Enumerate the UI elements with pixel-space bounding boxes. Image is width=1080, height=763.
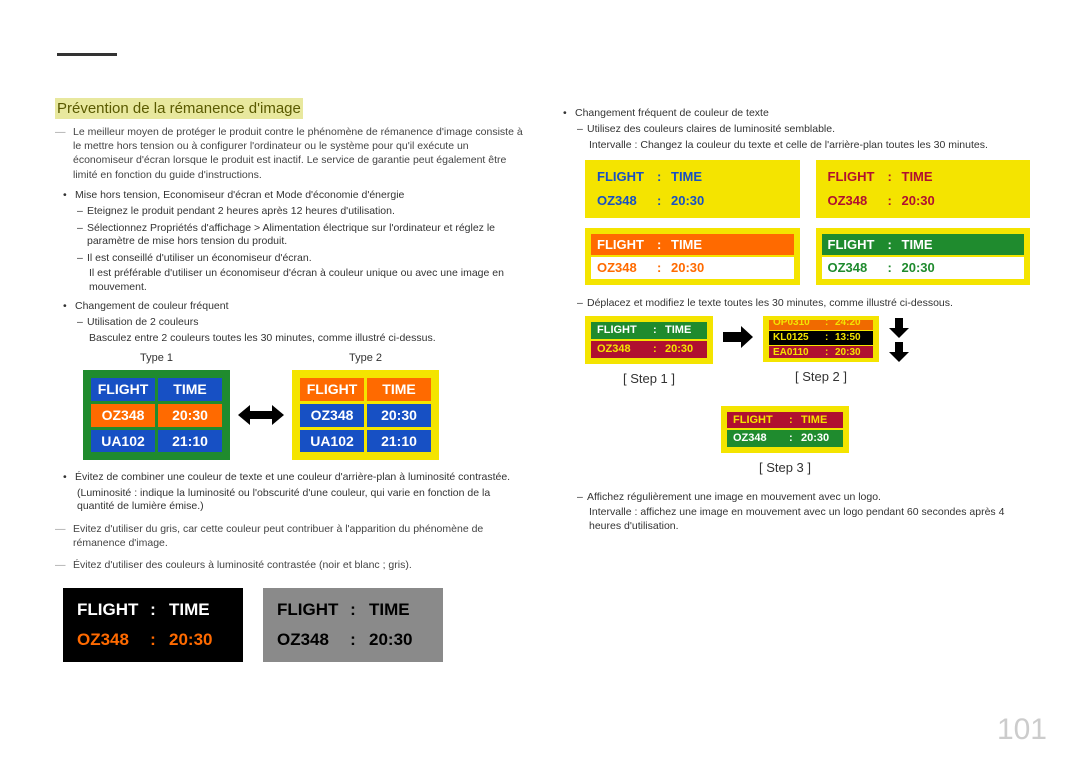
dash-item: Affichez régulièrement une image en mouv… — [587, 491, 1030, 534]
step3-label: [ Step 3 ] — [759, 459, 811, 477]
bullet-item: Changement de couleur fréquent Utilisati… — [75, 299, 530, 461]
down-arrow-icon — [889, 318, 909, 338]
wide-examples-row: FLIGHT:TIMEOZ348:20:30 FLIGHT:TIMEOZ348:… — [55, 588, 530, 662]
dash-item: Eteignez le produit pendant 2 heures apr… — [87, 205, 530, 219]
type2-label: Type 2 — [349, 351, 382, 366]
dash-item: Sélectionnez Propriétés d'affichage > Al… — [87, 222, 530, 249]
dash-text: Affichez régulièrement une image en mouv… — [587, 491, 881, 503]
step2-label: [ Step 2 ] — [795, 368, 847, 386]
down-arrows — [889, 318, 909, 366]
type1-column: Type 1 FLIGHTTIMEOZ34820:30UA10221:10 — [83, 351, 230, 460]
dash-note: Basculez entre 2 couleurs toutes les 30 … — [87, 332, 530, 346]
bullet-text: Changement fréquent de couleur de texte — [575, 107, 769, 119]
dash-list: Déplacez et modifiez le texte toutes les… — [575, 297, 1030, 311]
bullet-item: Changement fréquent de couleur de texte … — [575, 106, 1030, 534]
down-arrow-icon — [889, 342, 909, 362]
step1-label: [ Step 1 ] — [623, 370, 675, 388]
bullet-item: Mise hors tension, Economiseur d'écran e… — [75, 188, 530, 295]
dash-note: Intervalle : affichez une image en mouve… — [587, 506, 1030, 533]
color-example-grid: FLIGHT:TIMEOZ348:20:30FLIGHT:TIMEOZ348:2… — [575, 160, 1030, 284]
dash-note: Il est préférable d'utiliser un économis… — [87, 267, 530, 294]
type1-label: Type 1 — [140, 351, 173, 366]
dash-item: Il est conseillé d'utiliser un économise… — [87, 252, 530, 295]
accent-bar — [57, 53, 117, 56]
dash-list: Utilisation de 2 couleurs Basculez entre… — [75, 316, 530, 345]
contrast-example-gray: FLIGHT:TIMEOZ348:20:30 — [263, 588, 443, 662]
dash-text: Utilisez des couleurs claires de luminos… — [587, 123, 835, 135]
page-number: 101 — [997, 713, 1047, 747]
gray-warning-paragraph: Evitez d'utiliser du gris, car cette cou… — [55, 522, 530, 550]
intro-paragraph: Le meilleur moyen de protéger le produit… — [55, 125, 530, 182]
left-column: Prévention de la rémanence d'image Le me… — [55, 100, 530, 662]
dash-item: Déplacez et modifiez le texte toutes les… — [587, 297, 1030, 311]
step3-block: FLIGHT:TIMEOZ348:20:30 — [721, 406, 849, 454]
dash-item: Utilisez des couleurs claires de luminos… — [587, 123, 1030, 152]
luminosity-note: (Luminosité : indique la luminosité ou l… — [75, 487, 530, 514]
bullet-list: Mise hors tension, Economiseur d'écran e… — [55, 188, 530, 514]
bullet-text: Évitez de combiner une couleur de texte … — [75, 471, 510, 483]
steps-row: FLIGHT:TIMEOZ348:20:30 [ Step 1 ] OP0310… — [575, 316, 1030, 387]
contrast-example-black: FLIGHT:TIMEOZ348:20:30 — [63, 588, 243, 662]
step1-block: FLIGHT:TIMEOZ348:20:30 — [585, 316, 713, 364]
bullet-text: Changement de couleur fréquent — [75, 300, 229, 312]
right-column: Changement fréquent de couleur de texte … — [555, 100, 1030, 538]
dash-note: Intervalle : Changez la couleur du texte… — [587, 139, 1030, 153]
type2-column: Type 2 FLIGHTTIMEOZ34820:30UA10221:10 — [292, 351, 439, 460]
dash-list: Utilisez des couleurs claires de luminos… — [575, 123, 1030, 152]
dash-list: Eteignez le produit pendant 2 heures apr… — [75, 205, 530, 295]
contrast-warning-paragraph: Évitez d'utiliser des couleurs à luminos… — [55, 558, 530, 572]
step1-column: FLIGHT:TIMEOZ348:20:30 [ Step 1 ] — [585, 316, 713, 387]
type2-block: FLIGHTTIMEOZ34820:30UA10221:10 — [292, 370, 439, 460]
type1-block: FLIGHTTIMEOZ34820:30UA10221:10 — [83, 370, 230, 460]
right-arrow-icon — [723, 326, 753, 348]
type-comparison-row: Type 1 FLIGHTTIMEOZ34820:30UA10221:10 Ty… — [75, 351, 530, 460]
bullet-text: Mise hors tension, Economiseur d'écran e… — [75, 189, 404, 201]
bullet-item: Évitez de combiner une couleur de texte … — [75, 470, 530, 513]
dash-text: Utilisation de 2 couleurs — [87, 316, 198, 328]
dash-text: Il est conseillé d'utiliser un économise… — [87, 252, 312, 264]
dash-item: Utilisation de 2 couleurs Basculez entre… — [87, 316, 530, 345]
section-title: Prévention de la rémanence d'image — [55, 98, 303, 119]
right-bullet-list: Changement fréquent de couleur de texte … — [555, 106, 1030, 534]
step3-column: FLIGHT:TIMEOZ348:20:30 [ Step 3 ] — [705, 406, 865, 477]
dash-list: Affichez régulièrement une image en mouv… — [575, 491, 1030, 534]
step2-block: OP0310:24:20KL0125:13:50EA0110:20:30KL00… — [763, 316, 879, 362]
double-arrow-icon — [238, 401, 284, 429]
step2-column: OP0310:24:20KL0125:13:50EA0110:20:30KL00… — [763, 316, 879, 386]
